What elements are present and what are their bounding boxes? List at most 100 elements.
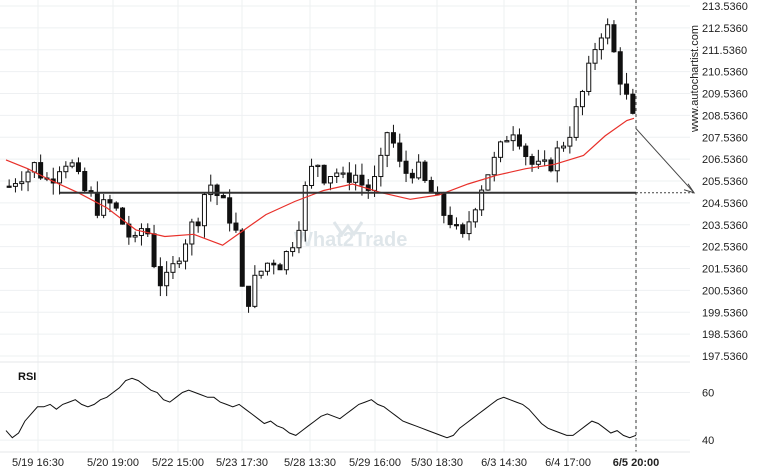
candle-body: [542, 159, 548, 162]
price-axis: 213.5360 212.5360 211.5360 210.5360 209.5360…: [702, 1, 748, 363]
candle-body: [617, 51, 623, 85]
price-tick-label: 211.5360: [702, 45, 747, 57]
price-tick-label: 197.5360: [702, 351, 748, 363]
price-tick-label: 212.5360: [702, 23, 748, 35]
candle-body: [315, 164, 321, 168]
candle-body: [69, 162, 75, 167]
price-tick-label: 206.5360: [702, 154, 748, 166]
candle-body: [384, 132, 390, 156]
moving-average-line: [5, 117, 635, 246]
price-tick-label: 209.5360: [702, 89, 748, 101]
candle-body: [586, 62, 592, 92]
price-tick-label: 204.5360: [702, 198, 748, 210]
candle-body: [82, 170, 88, 192]
candle-body: [246, 285, 252, 307]
time-tick-label: 5/28 13:30: [284, 457, 336, 469]
candle-body: [183, 243, 189, 262]
candle-body: [19, 181, 25, 185]
candle-body: [157, 266, 163, 287]
candle-body: [592, 49, 598, 64]
candle-body: [353, 174, 359, 183]
candle-body: [403, 160, 409, 174]
candle-body: [479, 189, 485, 211]
grid: [0, 0, 690, 452]
time-tick-label: 5/20 19:00: [87, 457, 139, 469]
candle-body: [201, 194, 207, 227]
time-tick-label: 6/3 14:30: [481, 457, 527, 469]
candle-body: [453, 224, 459, 227]
candle-body: [63, 165, 69, 173]
candle-body: [447, 214, 453, 226]
forecast-arrowhead-icon: [683, 183, 696, 194]
candle-body: [12, 183, 18, 187]
rsi-axis: 60 40: [702, 388, 714, 448]
price-tick-label: 208.5360: [702, 110, 748, 122]
candle-body: [164, 271, 170, 287]
price-tick-label: 200.5360: [702, 285, 748, 297]
candle-body: [283, 251, 289, 271]
candle-body: [359, 174, 365, 186]
time-tick-label: 5/29 16:00: [349, 457, 401, 469]
time-axis: 5/19 16:30 5/20 19:00 5/22 15:00 5/23 17:30…: [12, 457, 659, 469]
candle-body: [277, 264, 283, 271]
candle-body: [264, 262, 270, 272]
watermark: What2Trade: [294, 221, 407, 251]
price-tick-label: 213.5360: [702, 1, 748, 13]
candle-body: [554, 147, 560, 172]
candle-body: [561, 145, 567, 149]
brand-label: www.autochartist.com: [689, 25, 701, 133]
price-tick-label: 207.5360: [702, 132, 748, 144]
candle-body: [75, 162, 81, 172]
candle-body: [535, 160, 541, 165]
candle-body: [390, 132, 396, 144]
candle-body: [491, 156, 497, 176]
candle-body: [611, 24, 617, 53]
candle-body: [567, 136, 573, 147]
candle-body: [220, 195, 226, 199]
watermark-text: What2Trade: [294, 229, 407, 251]
time-tick-label: 6/5 20:00: [613, 457, 659, 469]
candle-body: [107, 199, 113, 204]
price-tick-label: 205.5360: [702, 176, 748, 188]
candle-body: [208, 184, 214, 196]
candle-body: [340, 172, 346, 175]
candle-body: [113, 202, 119, 209]
candle-body: [145, 228, 151, 235]
candle-body: [472, 209, 478, 223]
candle-body: [346, 172, 352, 183]
candle-body: [378, 154, 384, 178]
price-tick-label: 201.5360: [702, 264, 748, 276]
candle-body: [460, 224, 466, 235]
candle-body: [397, 142, 403, 162]
candle-body: [422, 161, 428, 181]
candle-body: [498, 141, 504, 158]
candle-body: [510, 134, 516, 142]
candle-body: [327, 175, 333, 184]
candle-body: [170, 263, 176, 273]
candle-body: [516, 134, 522, 147]
price-tick-label: 210.5360: [702, 67, 748, 79]
candle-body: [214, 184, 220, 197]
candle-body: [529, 156, 535, 165]
rsi-title: RSI: [18, 371, 36, 383]
candle-body: [309, 165, 315, 187]
candle-body: [441, 193, 447, 216]
time-tick-label: 6/4 17:00: [545, 457, 591, 469]
rsi-tick-label: 60: [702, 388, 714, 400]
candle-body: [252, 274, 258, 307]
candle-body: [271, 262, 277, 266]
candle-body: [605, 24, 611, 39]
candle-body: [630, 93, 636, 114]
candle-body: [573, 106, 579, 138]
time-tick-label: 5/30 18:30: [411, 457, 463, 469]
candle-body: [296, 229, 302, 249]
candle-body: [302, 185, 308, 231]
candle-body: [624, 83, 630, 95]
price-tick-label: 199.5360: [702, 307, 748, 319]
rsi-line: [5, 377, 637, 439]
candle-body: [258, 270, 264, 276]
candle-body: [151, 233, 157, 268]
candle-body: [579, 90, 585, 108]
candle-body: [485, 174, 491, 191]
